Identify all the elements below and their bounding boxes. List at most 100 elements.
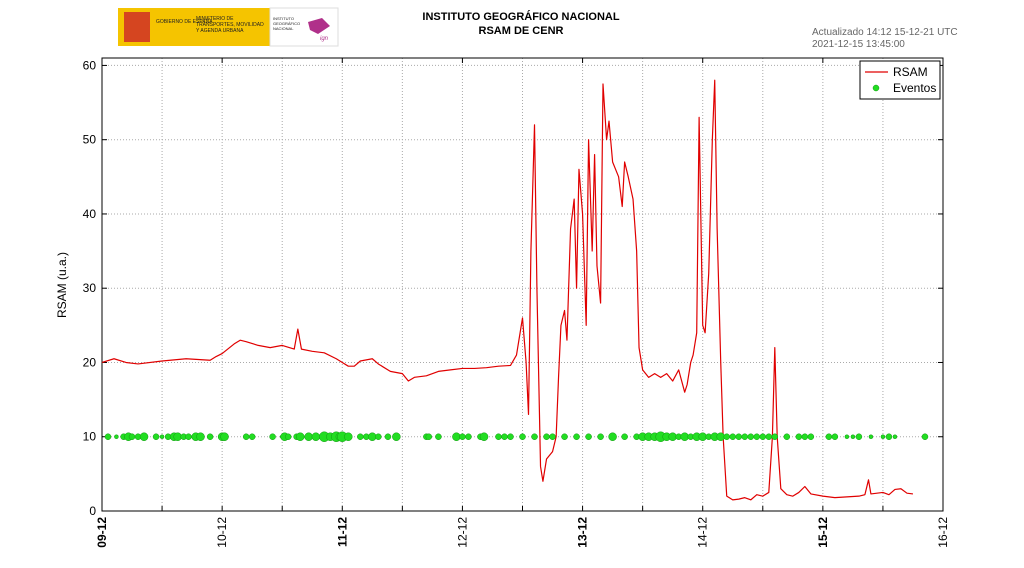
event-point xyxy=(375,433,382,440)
y-tick-label: 10 xyxy=(83,430,97,444)
event-point xyxy=(185,433,192,440)
event-point xyxy=(729,433,736,440)
plot-area: 0 10 20 30 40 50 60 09-12 10-12 11-12 12-12 13-12 14… xyxy=(83,57,950,548)
event-point xyxy=(825,433,833,440)
event-point xyxy=(783,433,791,440)
event-point xyxy=(507,433,514,440)
event-point xyxy=(765,433,773,440)
event-point xyxy=(114,434,119,439)
logo-icon xyxy=(308,18,330,34)
event-point xyxy=(855,433,863,440)
event-point xyxy=(152,433,160,440)
event-point xyxy=(269,433,276,440)
event-point xyxy=(344,432,353,441)
event-point xyxy=(295,432,305,441)
logo-institute-box: INSTITUTO GEOGRÁFICO NACIONAL xyxy=(273,16,301,31)
event-point xyxy=(311,432,321,441)
event-point xyxy=(206,433,214,440)
rsam-line xyxy=(101,79,914,501)
legend-label: RSAM xyxy=(893,65,928,79)
event-point xyxy=(921,433,929,440)
event-point xyxy=(573,433,580,440)
logo-gov: GOBIERNO DE ESPAÑA xyxy=(156,18,213,25)
event-point xyxy=(435,433,442,440)
event-point xyxy=(501,433,508,440)
event-point xyxy=(304,432,313,441)
event-point xyxy=(531,433,538,440)
event-point xyxy=(741,433,749,440)
event-point xyxy=(384,433,392,440)
event-point xyxy=(747,433,755,440)
y-tick-label: 30 xyxy=(83,281,97,295)
event-point xyxy=(892,434,898,439)
event-point xyxy=(459,433,466,440)
event-point xyxy=(753,433,761,440)
annotation: Actualizado 14:12 15-12-21 UTC xyxy=(812,27,958,38)
legend-box xyxy=(859,60,941,100)
event-point xyxy=(549,433,556,440)
event-point xyxy=(479,432,489,441)
chart-title: INSTITUTO GEOGRÁFICO NACIONAL xyxy=(422,10,619,23)
y-tick-label: 50 xyxy=(83,133,97,147)
event-point xyxy=(159,434,165,439)
x-tick-label: 13-12 xyxy=(576,517,590,548)
event-point xyxy=(801,433,809,440)
event-point xyxy=(885,433,893,440)
event-point xyxy=(880,434,886,439)
event-point xyxy=(723,433,730,440)
legend: RSAM Eventos xyxy=(859,60,941,100)
chart-subtitle: RSAM DE CENR xyxy=(479,25,564,37)
y-tick-label: 60 xyxy=(83,58,97,72)
event-point xyxy=(139,432,149,441)
event-point xyxy=(608,432,617,441)
legend-label: Eventos xyxy=(893,81,936,95)
event-point xyxy=(850,434,856,439)
event-point xyxy=(104,433,112,440)
event-point xyxy=(248,433,256,440)
x-tick-label: 12-12 xyxy=(455,517,469,548)
event-point xyxy=(735,433,743,440)
event-point xyxy=(868,434,874,439)
event-point xyxy=(128,433,136,440)
y-tick-label: 0 xyxy=(89,504,96,518)
event-point xyxy=(357,433,364,440)
event-point xyxy=(597,433,604,440)
logo-shield xyxy=(124,12,150,42)
logo-ministry: MINISTERIO DE TRANSPORTES, MOVILIDAD Y A… xyxy=(196,16,264,34)
event-point xyxy=(495,433,502,440)
event-point xyxy=(831,433,839,440)
event-point xyxy=(392,432,401,441)
event-point xyxy=(465,433,472,440)
logo: GOBIERNO DE ESPAÑA MINISTERIO DE TRANSPO… xyxy=(118,7,339,47)
x-tick-label: 16-12 xyxy=(936,517,950,548)
event-point xyxy=(771,433,779,440)
event-point xyxy=(844,434,850,439)
legend-swatch xyxy=(872,84,880,92)
y-tick-label: 20 xyxy=(83,355,97,369)
event-point xyxy=(519,433,526,440)
event-point xyxy=(561,433,568,440)
event-point xyxy=(795,433,803,440)
event-point xyxy=(196,432,205,441)
annotation: 2021-12-15 13:45:00 xyxy=(812,39,905,50)
logo-mark: ign xyxy=(320,36,329,42)
x-tick-label: 10-12 xyxy=(215,517,229,548)
x-tick-label: 11-12 xyxy=(335,517,349,547)
event-point xyxy=(759,433,767,440)
x-tick-label: 14-12 xyxy=(696,517,710,548)
event-point xyxy=(621,433,628,440)
event-point xyxy=(284,433,292,440)
event-point xyxy=(585,433,592,440)
event-point xyxy=(220,432,229,441)
event-point xyxy=(425,433,433,440)
event-point xyxy=(242,433,250,440)
event-point xyxy=(543,433,550,440)
x-tick-label: 15-12 xyxy=(816,517,830,548)
event-point xyxy=(807,433,815,440)
logo-ministry-box: MINISTERIO DE TRANSPORTES, MOVILIDAD Y A… xyxy=(196,16,264,34)
logo-institute: INSTITUTO GEOGRÁFICO NACIONAL xyxy=(273,16,301,31)
y-tick-label: 40 xyxy=(83,207,97,221)
x-tick-label: 09-12 xyxy=(95,517,109,548)
